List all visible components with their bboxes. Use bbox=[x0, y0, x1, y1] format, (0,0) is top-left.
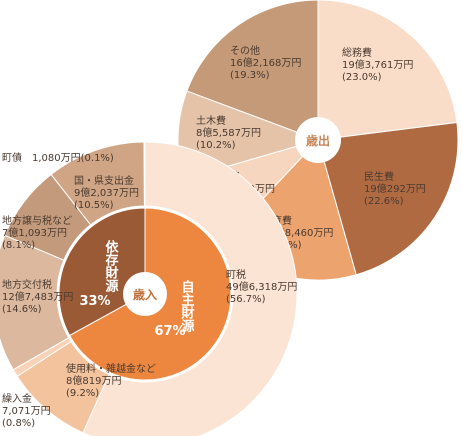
revenue-slice-chosai bbox=[143, 141, 146, 207]
expenditure-slice-sonota bbox=[186, 0, 319, 141]
revenue-inner-izon-zaigen bbox=[58, 207, 146, 337]
revenue-label-joyozei: 地方譲与税など 7億1,093万円(8.1%) bbox=[2, 214, 72, 251]
revenue-slice-chozei bbox=[82, 141, 298, 436]
inner-label-jishu-zaigen: 自主財源 bbox=[179, 279, 196, 333]
expenditure-slice-minsei bbox=[317, 121, 459, 276]
revenue-center-circle bbox=[123, 272, 167, 316]
expenditure-center-label: 歳出 bbox=[306, 133, 330, 148]
revenue-center-label: 歳入 bbox=[133, 287, 157, 302]
expenditure-label-somu: 総務費 19億3,761万円(23.0%) bbox=[342, 46, 413, 83]
revenue-label-shiyoryo: 使用料・雑越金など 8億819万円(9.2%) bbox=[66, 362, 156, 399]
inner-value-jishu-zaigen: 67% bbox=[154, 324, 185, 339]
revenue-label-kokenshishutsu: 国・県支出金 9億2,037万円(10.5%) bbox=[74, 174, 139, 211]
expenditure-slice-somu bbox=[317, 0, 458, 141]
expenditure-center-circle bbox=[295, 117, 341, 163]
revenue-label-chosai: 町債 1,080万円(0.1%) bbox=[2, 151, 114, 164]
expenditure-label-sonota: その他 16億2,168万円(19.3%) bbox=[230, 44, 301, 81]
inner-label-izon-zaigen: 依存財源 bbox=[103, 239, 120, 293]
expenditure-label-minsei: 民生費 19億292万円(22.6%) bbox=[364, 170, 426, 207]
inner-value-izon-zaigen: 33% bbox=[79, 294, 110, 309]
revenue-label-kurinyukin: 繰入金 7,071万円(0.8%) bbox=[2, 392, 51, 429]
revenue-label-chiho-kofuzei: 地方交付税 12億7,483万円(14.6%) bbox=[2, 278, 73, 315]
expenditure-label-doboku: 土木費 8億5,587万円(10.2%) bbox=[196, 114, 261, 151]
revenue-label-chozei: 町税 49億6,318万円(56.7%) bbox=[226, 268, 297, 305]
